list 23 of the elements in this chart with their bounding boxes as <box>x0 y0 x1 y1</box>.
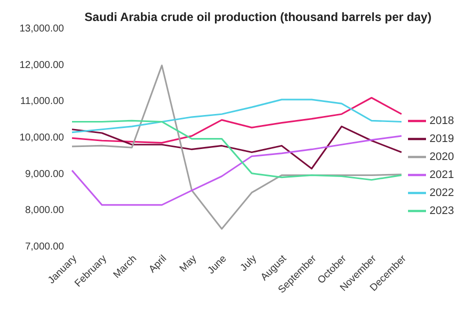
y-tick-label: 13,000.00 <box>20 24 64 35</box>
line-series <box>71 126 402 170</box>
x-tick-label: July <box>238 253 259 274</box>
y-tick-label: 8,000.00 <box>25 205 64 216</box>
y-tick-label: 7,000.00 <box>25 242 64 253</box>
y-tick-label: 10,000.00 <box>20 132 64 144</box>
legend-label: 2022 <box>430 186 454 199</box>
line-series <box>71 135 402 206</box>
y-tick-label: 9,000.00 <box>25 168 64 180</box>
legend-label: 2018 <box>430 114 454 127</box>
x-tick-label: June <box>206 253 230 276</box>
legend-label: 2021 <box>430 168 454 181</box>
chart-title: Saudi Arabia crude oil production (thousand barrels per day) <box>84 9 432 24</box>
y-tick-label: 11,000.00 <box>20 96 64 108</box>
legend-label: 2020 <box>430 150 454 163</box>
line-series <box>71 96 402 144</box>
y-tick-label: 12,000.00 <box>20 60 64 71</box>
line-series <box>71 120 402 181</box>
line-series <box>71 98 402 134</box>
legend-label: 2023 <box>430 204 454 217</box>
legend-label: 2019 <box>430 132 454 145</box>
line-series <box>71 64 402 230</box>
x-tick-label: May <box>178 253 199 275</box>
